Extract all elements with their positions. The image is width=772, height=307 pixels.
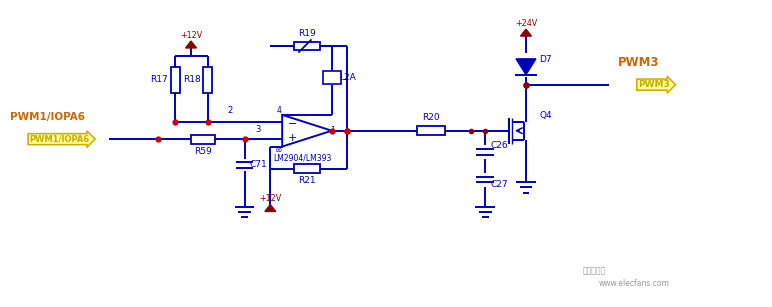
Text: L2A: L2A [339, 73, 356, 82]
Text: R17: R17 [151, 75, 168, 84]
Text: C26: C26 [490, 141, 508, 150]
Text: +: + [287, 133, 296, 143]
Text: 1: 1 [330, 126, 335, 135]
Text: R19: R19 [298, 29, 316, 37]
Text: R59: R59 [194, 146, 212, 156]
Text: D7: D7 [540, 55, 552, 64]
Text: +12V: +12V [259, 194, 282, 203]
Text: 2: 2 [227, 106, 232, 115]
Polygon shape [516, 59, 536, 75]
Polygon shape [185, 41, 196, 48]
Text: R20: R20 [422, 113, 439, 122]
Polygon shape [283, 115, 332, 146]
Bar [294, 41, 320, 50]
Bar [294, 165, 320, 173]
Text: PWM3: PWM3 [618, 56, 660, 69]
Text: 4: 4 [277, 107, 282, 115]
Text: +24V: +24V [515, 19, 537, 28]
Polygon shape [265, 204, 276, 212]
Text: Q4: Q4 [540, 111, 552, 120]
Text: PWM1/IOPA6: PWM1/IOPA6 [29, 135, 90, 144]
Text: PWM1/IOPA6: PWM1/IOPA6 [10, 112, 85, 122]
Text: www.elecfans.com: www.elecfans.com [598, 279, 669, 288]
Text: R18: R18 [183, 75, 201, 84]
Text: C71: C71 [249, 160, 267, 169]
Text: 3: 3 [256, 125, 261, 134]
Text: 电子发烧友: 电子发烧友 [583, 266, 606, 275]
Bar [203, 67, 212, 92]
Text: R21: R21 [298, 176, 316, 185]
Polygon shape [520, 29, 531, 36]
Bar [191, 135, 215, 144]
Text: −: − [287, 119, 296, 129]
Text: +12V: +12V [180, 31, 202, 40]
Bar [417, 126, 445, 135]
Text: C27: C27 [490, 180, 508, 189]
Bar [323, 71, 340, 84]
Text: LM2904/LM393: LM2904/LM393 [273, 154, 331, 163]
Text: ∞: ∞ [276, 146, 283, 155]
Bar [171, 67, 180, 92]
Text: PWM3: PWM3 [638, 80, 669, 89]
